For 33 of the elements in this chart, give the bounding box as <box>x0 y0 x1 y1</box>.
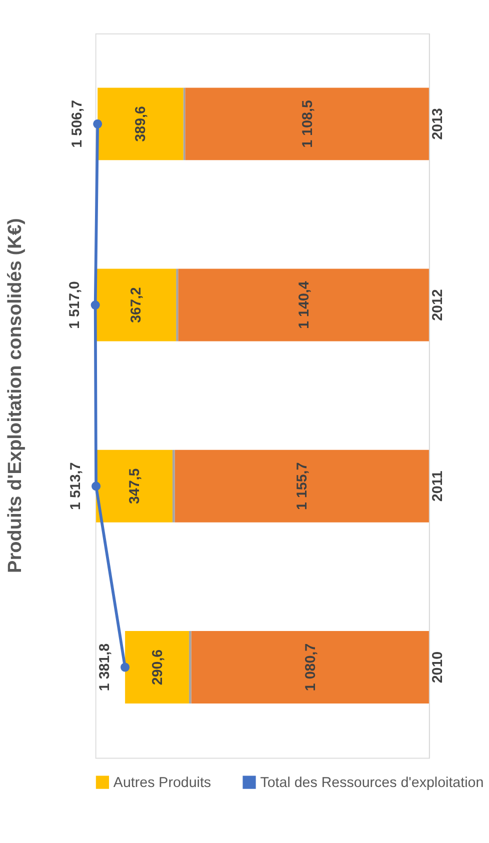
bar <box>96 450 172 522</box>
data-label: 1 506,7 <box>69 100 86 148</box>
y-tick-label: 2010 <box>430 651 446 684</box>
data-label: 389,6 <box>133 106 150 142</box>
y-tick-label: 2012 <box>430 289 446 321</box>
point <box>93 119 102 128</box>
bar <box>178 268 429 342</box>
data-label: 1 155,7 <box>294 462 311 510</box>
data-label: 290,6 <box>150 649 166 686</box>
y-tick-label: 2013 <box>430 108 446 140</box>
bar <box>98 88 184 160</box>
legend-label: Autres Produits <box>113 775 212 792</box>
data-label: 1 080,7 <box>302 643 319 692</box>
bar <box>174 450 429 522</box>
point <box>92 482 101 491</box>
data-label: 1 517,0 <box>67 281 84 329</box>
bar <box>188 631 192 704</box>
y-tick-label: 2011 <box>430 470 446 502</box>
bar <box>191 631 429 704</box>
text: Produits d'Exploitation consolidés (K€) <box>4 218 26 573</box>
bar <box>95 268 176 342</box>
legend-label: Total des Ressources d'exploitation <box>260 775 484 792</box>
bar <box>125 631 189 704</box>
point <box>120 662 130 672</box>
data-label: 347,5 <box>127 468 144 504</box>
data-label: 1 513,7 <box>68 462 84 510</box>
bar <box>172 450 175 522</box>
data-label: 1 140,4 <box>296 281 312 329</box>
point <box>90 300 100 310</box>
data-label: 1 381,8 <box>96 643 113 692</box>
data-label: 1 108,5 <box>300 100 316 148</box>
data-label: 367,2 <box>128 287 144 323</box>
bar <box>185 88 429 160</box>
